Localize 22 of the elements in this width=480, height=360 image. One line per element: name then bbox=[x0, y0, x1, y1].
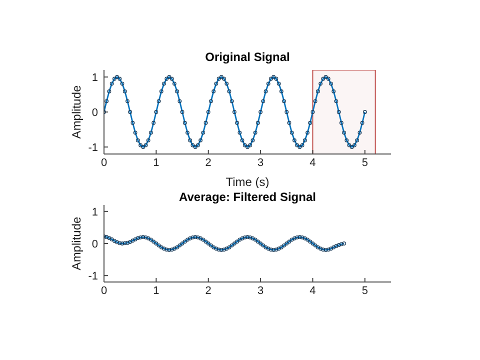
x-tick-label: 5 bbox=[362, 284, 368, 297]
x-tick-label: 1 bbox=[153, 156, 160, 169]
x-tick-label: 3 bbox=[257, 284, 264, 297]
x-tick-label: 3 bbox=[257, 156, 264, 169]
x-tick-label: 2 bbox=[205, 284, 212, 297]
y-tick-label: 0 bbox=[92, 238, 98, 250]
y-tick-label: 0 bbox=[92, 106, 98, 119]
x-tick-label: 0 bbox=[100, 156, 108, 169]
chart-title: Average: Filtered Signal bbox=[178, 190, 317, 204]
x-tick-label: 2 bbox=[205, 156, 212, 169]
x-tick-label: 4 bbox=[310, 284, 316, 297]
y-axis-title: Amplitude bbox=[69, 216, 84, 270]
y-tick-label: -1 bbox=[88, 142, 98, 154]
y-tick-label: 1 bbox=[92, 72, 98, 84]
x-tick-label: 4 bbox=[310, 156, 316, 169]
chart-title: Original Signal bbox=[204, 50, 291, 64]
x-tick-label: 1 bbox=[153, 284, 160, 297]
y-axis-title: Amplitude bbox=[69, 85, 84, 139]
x-tick-label: 5 bbox=[362, 156, 368, 169]
y-tick-label: 1 bbox=[92, 206, 98, 218]
y-tick-label: -1 bbox=[88, 270, 98, 282]
x-tick-label: 0 bbox=[100, 284, 108, 297]
